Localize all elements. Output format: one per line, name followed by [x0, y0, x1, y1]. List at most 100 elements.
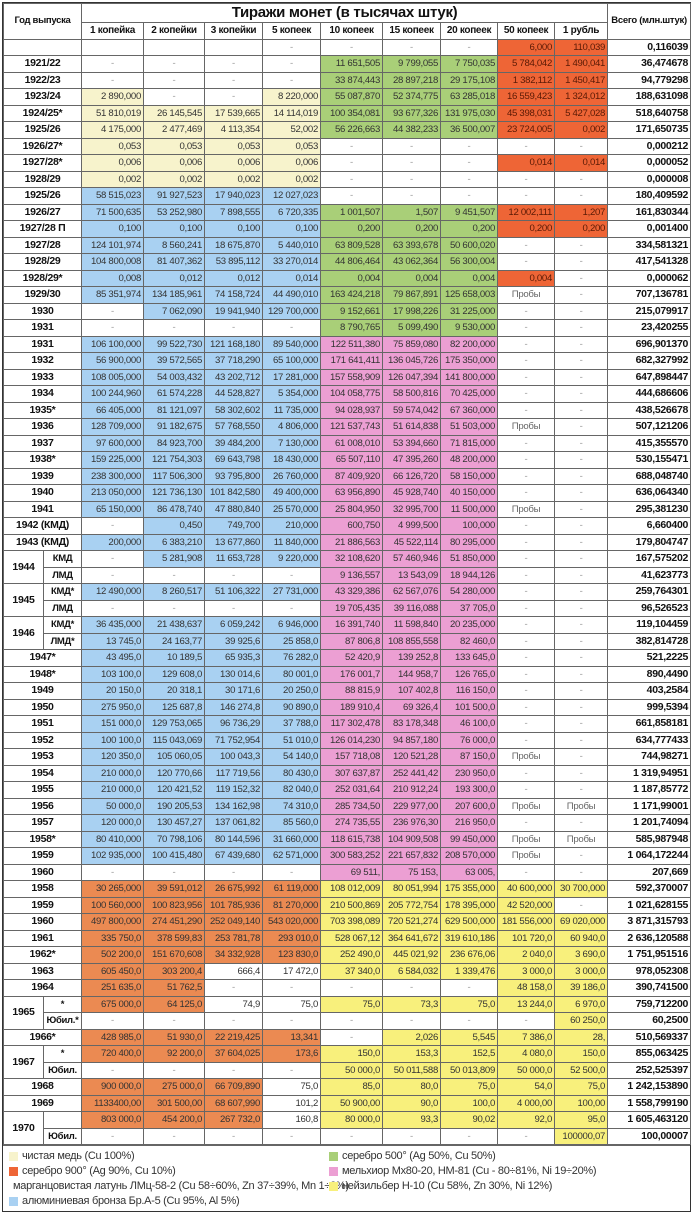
- mintage-cell: 50 013,809: [440, 1061, 498, 1079]
- mintage-cell: 136 045,726: [382, 352, 441, 370]
- mintage-cell: 54 003,432: [143, 368, 205, 386]
- mintage-cell: 63 809,528: [320, 236, 383, 254]
- total-cell: 100,00007: [607, 1127, 692, 1145]
- mintage-cell: 137 061,82: [204, 814, 263, 832]
- mintage-cell: 45 928,740: [382, 484, 441, 502]
- mintage-cell: -: [553, 863, 609, 881]
- year-subtype-cell: КМД*: [43, 583, 82, 601]
- year-cell: 1951: [3, 715, 82, 733]
- mintage-cell: 378 599,83: [143, 929, 205, 947]
- alloy-legend: чистая медь (Cu 100%) серебро 500° (Ag 50…: [3, 1145, 690, 1211]
- mintage-cell: -: [440, 38, 498, 56]
- mintage-cell: 175 350,000: [440, 352, 498, 370]
- total-cell: 1 201,74094: [607, 814, 692, 832]
- total-cell: 978,052308: [607, 962, 692, 980]
- mintage-cell: -: [382, 154, 441, 172]
- mintage-cell: 39 116,088: [382, 599, 441, 617]
- year-cell: 1955: [3, 781, 82, 799]
- mintage-cell: 63 393,678: [382, 236, 441, 254]
- total-cell: 259,764301: [607, 583, 692, 601]
- mintage-cell: 7 062,090: [143, 302, 205, 320]
- column-header: 15 копеек: [382, 22, 441, 40]
- mintage-cell: 54,0: [497, 1078, 555, 1096]
- mintage-cell: 126 765,0: [440, 665, 498, 683]
- mintage-cell: 17 539,665: [204, 104, 263, 122]
- mintage-cell: 50 000,0: [81, 797, 144, 815]
- mintage-cell: 40 600,000: [497, 880, 555, 898]
- mintage-cell: 66 405,000: [81, 401, 144, 419]
- column-header: 1 рубль: [553, 22, 609, 40]
- mintage-cell: 121 754,303: [143, 451, 205, 469]
- year-cell: 1956: [3, 797, 82, 815]
- mintage-cell: 119 152,32: [204, 781, 263, 799]
- total-cell: 41,623773: [607, 566, 692, 584]
- mintage-cell: -: [497, 632, 555, 650]
- mintage-cell: 100 244,960: [81, 385, 144, 403]
- table-row: 1964 251 635,0 51 762,5- - - - -48 158,0 39 186…: [3, 979, 692, 997]
- mintage-cell: 81 121,097: [143, 401, 205, 419]
- mintage-cell: 44 528,827: [204, 385, 263, 403]
- mintage-cell: -: [81, 302, 144, 320]
- mintage-cell: 100 043,3: [204, 748, 263, 766]
- mintage-cell: 94 857,180: [382, 731, 441, 749]
- mintage-cell: -: [497, 137, 555, 155]
- mintage-cell: 69 326,4: [382, 698, 441, 716]
- mintage-cell: -: [143, 599, 205, 617]
- table-row: 1937 97 600,000 84 923,700 39 484,200 7 130,…: [3, 434, 692, 452]
- table-row: Юбил.* - - - - - - - -60 250,0 60,2500: [4, 1012, 692, 1030]
- mintage-cell: 120 000,0: [81, 814, 144, 832]
- mintage-cell: 80 410,000: [81, 830, 144, 848]
- mintage-cell: 175 355,000: [440, 880, 498, 898]
- mintage-cell: -: [497, 814, 555, 832]
- mintage-cell: -: [553, 269, 609, 287]
- mintage-cell: 101 842,580: [204, 484, 263, 502]
- mintage-cell: -: [553, 847, 609, 865]
- table-row: 1923/24 2 890,000- -8 220,000 55 087,870 52 …: [3, 88, 692, 106]
- total-cell: 661,858181: [607, 715, 692, 733]
- table-row: 1969 1133400,00 301 500,00 68 607,990 101,2 5…: [3, 1094, 692, 1112]
- mintage-cell: 2 477,469: [143, 121, 205, 139]
- year-cell: 1940: [3, 484, 82, 502]
- legend-label: марганцовистая латунь ЛМц-58-2 (Cu 58÷60…: [13, 1180, 349, 1192]
- mintage-cell: 93 795,800: [204, 467, 263, 485]
- mintage-cell: 45 398,031: [497, 104, 555, 122]
- mintage-cell: 117 506,300: [143, 467, 205, 485]
- legend-label: мельхиор Мх80-20, НМ-81 (Cu - 80÷81%, Ni…: [342, 1165, 597, 1177]
- mintage-cell: -: [262, 1127, 321, 1145]
- mintage-cell: 51 930,0: [143, 1028, 205, 1046]
- legend-label: чистая медь (Cu 100%): [22, 1150, 135, 1162]
- mintage-cell: 80 430,0: [262, 764, 321, 782]
- mintage-cell: -: [553, 451, 609, 469]
- year-cell: 1941: [3, 500, 82, 518]
- mintage-cell: 51 503,000: [440, 418, 498, 436]
- year-subtype-cell: Юбил.: [43, 1127, 82, 1145]
- mintage-cell: 129 700,000: [262, 302, 321, 320]
- table-row: 1944 КМД -5 281,908 11 653,728 9 220,000 32 1…: [3, 550, 692, 584]
- year-cell: 1926/27*: [3, 137, 82, 155]
- mintage-cell: 4 175,000: [81, 121, 144, 139]
- mintage-cell: 176 001,7: [320, 665, 383, 683]
- total-cell: 403,2584: [607, 682, 692, 700]
- mintage-cell: 121 168,180: [204, 335, 263, 353]
- mintage-cell: 63 285,018: [440, 88, 498, 106]
- mintage-cell: 0,004: [497, 269, 555, 287]
- mintage-cell: 129 608,0: [143, 665, 205, 683]
- total-cell: 688,048740: [607, 467, 692, 485]
- mintage-cell: Пробы: [553, 830, 609, 848]
- mintage-cell: -: [497, 434, 555, 452]
- mintage-cell: -: [497, 517, 555, 535]
- mintage-cell: 81 270,000: [262, 896, 321, 914]
- total-cell: 438,526678: [607, 401, 692, 419]
- mintage-cell: Пробы: [497, 797, 555, 815]
- mintage-cell: 200,000: [81, 533, 144, 551]
- legend-item: серебро 900° (Ag 90%, Cu 10%): [9, 1165, 329, 1177]
- year-subtype-cell: ЛМД*: [43, 632, 82, 650]
- mintage-cell: -: [497, 764, 555, 782]
- total-cell: 744,98271: [607, 748, 692, 766]
- table-row: ЛМД - - - -19 705,435 39 116,088 37 705,0- -96,…: [4, 599, 692, 617]
- total-cell: 417,541328: [607, 253, 692, 271]
- mintage-cell: 100 823,956: [143, 896, 205, 914]
- mintage-cell: 120 521,28: [382, 748, 441, 766]
- table-row: 1938* 159 225,000 121 754,303 69 643,798 18 …: [3, 451, 692, 469]
- table-row: 1930-7 062,090 19 941,940 129 700,000 9 152…: [3, 302, 692, 320]
